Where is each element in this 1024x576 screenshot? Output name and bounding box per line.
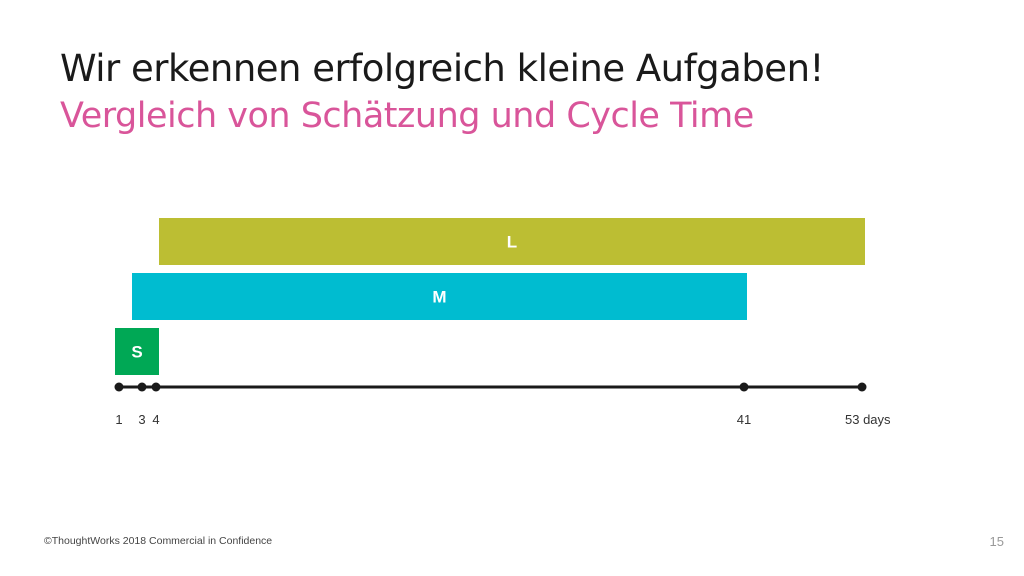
footer-copyright: ©ThoughtWorks 2018 Commercial in Confide… bbox=[44, 535, 273, 547]
axis-dot-41 bbox=[739, 382, 749, 392]
bar-l bbox=[159, 218, 865, 265]
bar-s bbox=[115, 328, 159, 375]
axis-dot-3 bbox=[137, 382, 147, 392]
tick-label-4: 4 bbox=[152, 412, 159, 427]
slide-subtitle: Vergleich von Schätzung und Cycle Time bbox=[60, 96, 754, 136]
axis-dot-53 bbox=[857, 382, 867, 392]
tick-label-53: 53 days bbox=[845, 412, 891, 427]
axis-dot-1 bbox=[114, 382, 124, 392]
bar-label-l: L bbox=[507, 233, 517, 252]
page-number: 15 bbox=[989, 534, 1004, 549]
tick-label-3: 3 bbox=[138, 412, 145, 427]
tick-label-1: 1 bbox=[115, 412, 122, 427]
tick-label-41: 41 bbox=[737, 412, 751, 427]
bar-label-m: M bbox=[432, 288, 446, 307]
chart-bars: L M S bbox=[115, 218, 865, 375]
slide-title: Wir erkennen erfolgreich kleine Aufgaben… bbox=[60, 47, 824, 90]
axis-dot-4 bbox=[151, 382, 161, 392]
bar-m bbox=[132, 273, 747, 320]
bar-label-s: S bbox=[131, 343, 142, 362]
chart-axis: 1 3 4 41 53 days bbox=[114, 382, 891, 427]
